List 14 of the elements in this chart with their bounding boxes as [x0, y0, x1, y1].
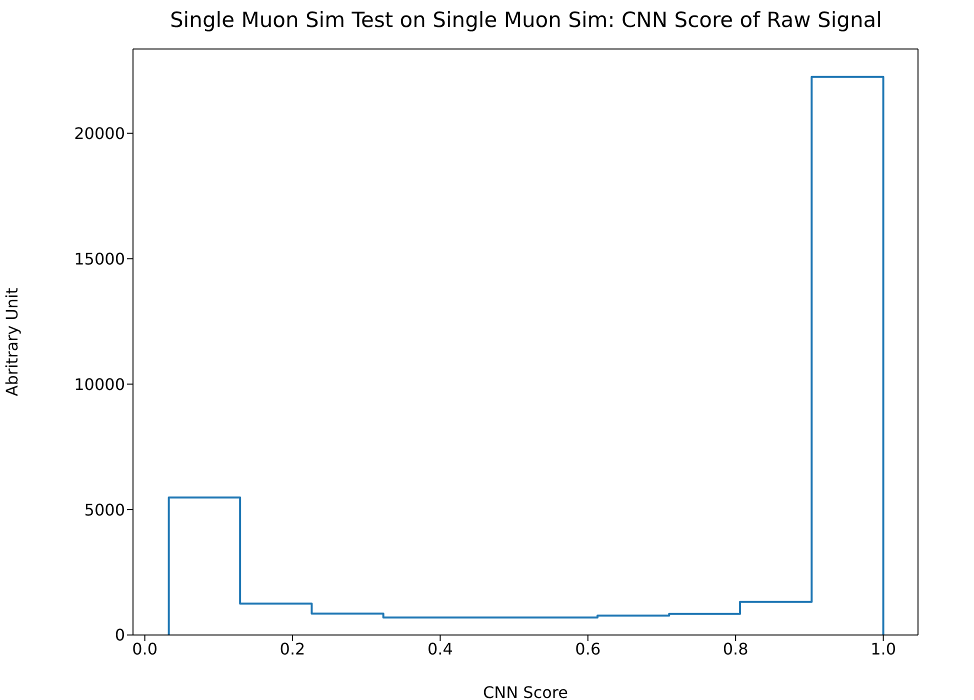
y-tick-label: 10000: [74, 374, 125, 394]
x-axis-title: CNN Score: [482, 683, 568, 700]
x-tick-label: 1.0: [870, 639, 896, 658]
x-tick-label: 0.4: [427, 639, 453, 658]
y-tick-label: 0: [114, 626, 125, 645]
y-axis-title: Abritrary Unit: [2, 288, 22, 396]
x-tick-label: 0.2: [280, 639, 306, 658]
chart-title: Single Muon Sim Test on Single Muon Sim: CNN Score of Raw Signal: [168, 8, 884, 32]
y-tick-label: 20000: [74, 124, 125, 143]
y-tick-label: 5000: [84, 500, 125, 520]
x-tick-label: 0.0: [132, 639, 158, 658]
x-tick-label: 0.6: [575, 639, 601, 658]
x-tick-label: 0.8: [722, 639, 748, 658]
y-tick-label: 15000: [74, 249, 125, 268]
